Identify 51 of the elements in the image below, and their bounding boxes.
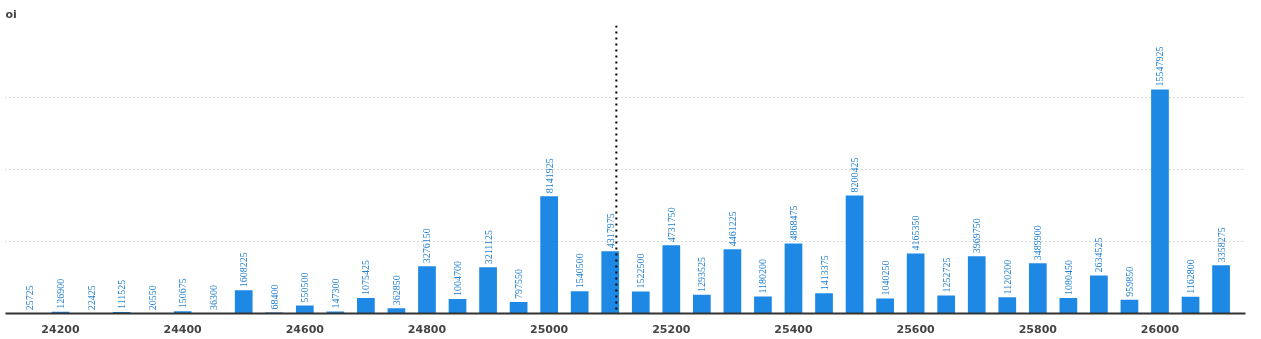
data-label: 68400: [268, 284, 280, 310]
data-label: 3489900: [1032, 225, 1044, 261]
x-tick-label: 25600: [896, 322, 936, 336]
data-label: 1413375: [818, 255, 830, 291]
data-label: 20550: [146, 285, 158, 311]
data-label: 8200425: [849, 157, 861, 193]
x-tick-label: 24600: [285, 322, 325, 336]
data-label: 4868475: [787, 205, 799, 241]
data-label: 1180200: [757, 258, 769, 294]
x-tick-label: 26000: [1140, 322, 1180, 336]
data-label: 1293525: [696, 256, 708, 292]
data-label: 550500: [299, 272, 311, 303]
x-tick-label: 24200: [41, 322, 80, 336]
x-tick-label: 25200: [652, 322, 691, 336]
data-label: 3358275: [1215, 227, 1227, 263]
x-tick-label: 25800: [1018, 322, 1058, 336]
data-label: 22425: [85, 285, 97, 311]
data-label: 4461225: [726, 211, 738, 247]
data-label: 797550: [513, 269, 525, 300]
data-label: 4165350: [910, 215, 922, 251]
data-label: 3211125: [482, 229, 494, 265]
data-label: 1004700: [452, 261, 464, 297]
data-label: 2634525: [1093, 237, 1105, 273]
data-label: 1080450: [1062, 259, 1074, 295]
data-label: 150675: [177, 278, 189, 309]
data-label: 3969750: [971, 218, 983, 254]
data-label: 1608225: [238, 252, 250, 288]
data-label: 1075425: [360, 260, 372, 296]
data-label: 362850: [390, 275, 402, 306]
data-label: 959850: [1123, 266, 1135, 297]
data-label: 4317975: [604, 213, 616, 249]
x-tick-label: 25400: [774, 322, 813, 336]
x-tick-label: 24800: [407, 322, 447, 336]
data-label: 3276150: [421, 228, 433, 264]
data-label: 147300: [329, 278, 341, 309]
data-label: 4731750: [665, 207, 677, 243]
chart-title: oi: [5, 7, 17, 21]
data-label: 1540500: [574, 253, 586, 289]
x-tick-label: 25000: [530, 322, 569, 336]
data-label: 8141925: [543, 158, 555, 194]
x-tick-label: 24400: [163, 322, 203, 336]
data-label: 1162800: [1185, 259, 1197, 294]
data-label: 36300: [207, 284, 219, 310]
data-label: 1522500: [635, 253, 647, 289]
data-label: 25725: [24, 285, 36, 311]
data-label: 1120200: [1001, 259, 1013, 295]
data-label: 1252725: [940, 257, 952, 293]
data-label: 111525: [116, 279, 128, 309]
data-label: 126900: [54, 278, 66, 309]
data-label: 1040250: [879, 260, 891, 296]
data-label: 15547925: [1154, 46, 1166, 87]
